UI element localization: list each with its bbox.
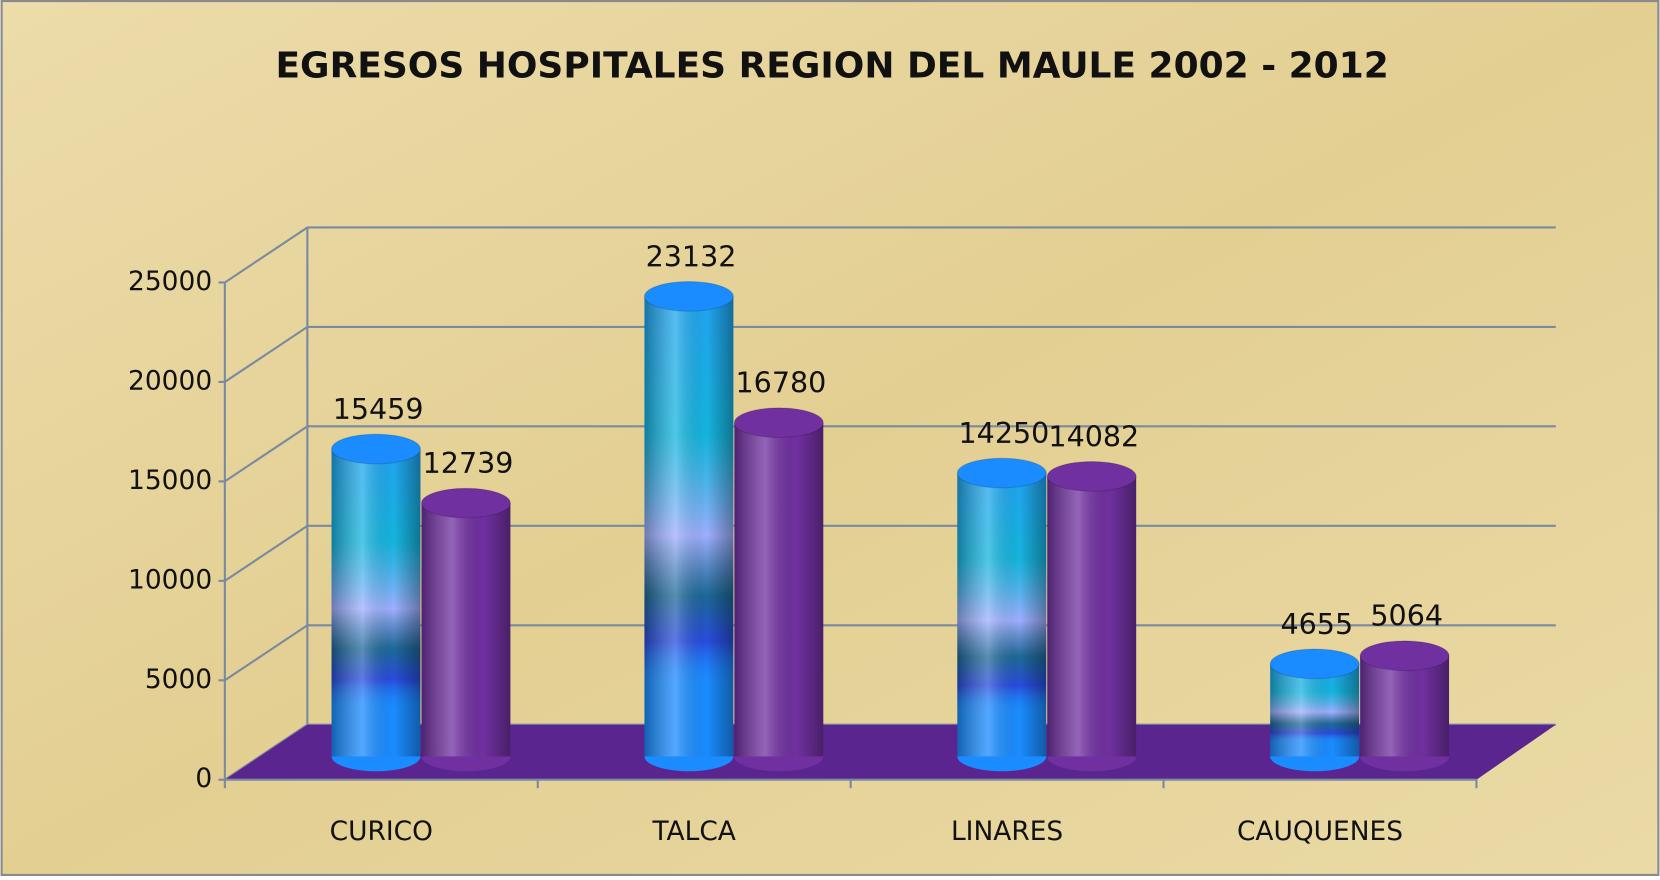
plot-area: 0 5000 10000 15000 20000 25000 CURICO 15459 1273…: [128, 226, 1556, 847]
grid-line: [224, 524, 1556, 582]
x-tick-label: CAUQUENES: [1237, 816, 1403, 847]
bar: [331, 433, 421, 772]
bar: [643, 281, 734, 772]
x-tick-label: CURICO: [330, 816, 433, 847]
bar-shade: [331, 448, 421, 757]
bar: [1269, 648, 1360, 772]
y-tick-label: 15000: [128, 465, 212, 496]
bar-shade: [1047, 476, 1137, 757]
data-label: 16780: [736, 366, 827, 400]
x-tick-label: TALCA: [651, 816, 735, 847]
bar-top: [1269, 648, 1360, 680]
grid-line: [224, 325, 1556, 383]
data-label: 23132: [646, 239, 737, 273]
bar: [420, 487, 511, 772]
bar: [1046, 461, 1137, 772]
bar-shade: [1270, 663, 1360, 757]
x-tick-label: LINARES: [951, 816, 1063, 847]
grid-line: [224, 624, 1556, 682]
bar-top: [956, 457, 1047, 489]
data-label: 15459: [333, 392, 424, 426]
bar-top: [331, 433, 421, 465]
bar-shade: [644, 296, 734, 757]
bar-top: [643, 281, 734, 312]
bar-shade: [1360, 655, 1450, 757]
data-label: 12739: [423, 446, 514, 480]
data-label: 14250: [958, 416, 1049, 450]
y-tick-label: 20000: [128, 365, 212, 396]
data-label: 5064: [1370, 599, 1443, 633]
bar-top: [1359, 640, 1450, 672]
y-tick-label: 10000: [128, 564, 212, 595]
grid-line: [224, 425, 1556, 483]
data-label: 14082: [1048, 419, 1139, 453]
bar-top: [1046, 461, 1137, 492]
grid-line: [224, 226, 1556, 284]
bar-top: [733, 407, 824, 439]
data-label: 4655: [1280, 607, 1353, 641]
bar-shade: [421, 503, 511, 757]
bar: [956, 457, 1047, 772]
bar-top: [420, 487, 511, 519]
y-tick-label: 0: [195, 763, 212, 794]
bar: [733, 407, 824, 772]
chart-title: EGRESOS HOSPITALES REGION DEL MAULE 2002…: [275, 46, 1388, 87]
bar: [1359, 640, 1450, 772]
y-tick-label: 5000: [145, 664, 212, 695]
floor: [224, 724, 1556, 780]
bar-shade: [957, 473, 1047, 757]
bar-shade: [734, 422, 824, 757]
y-tick-label: 25000: [128, 266, 212, 297]
